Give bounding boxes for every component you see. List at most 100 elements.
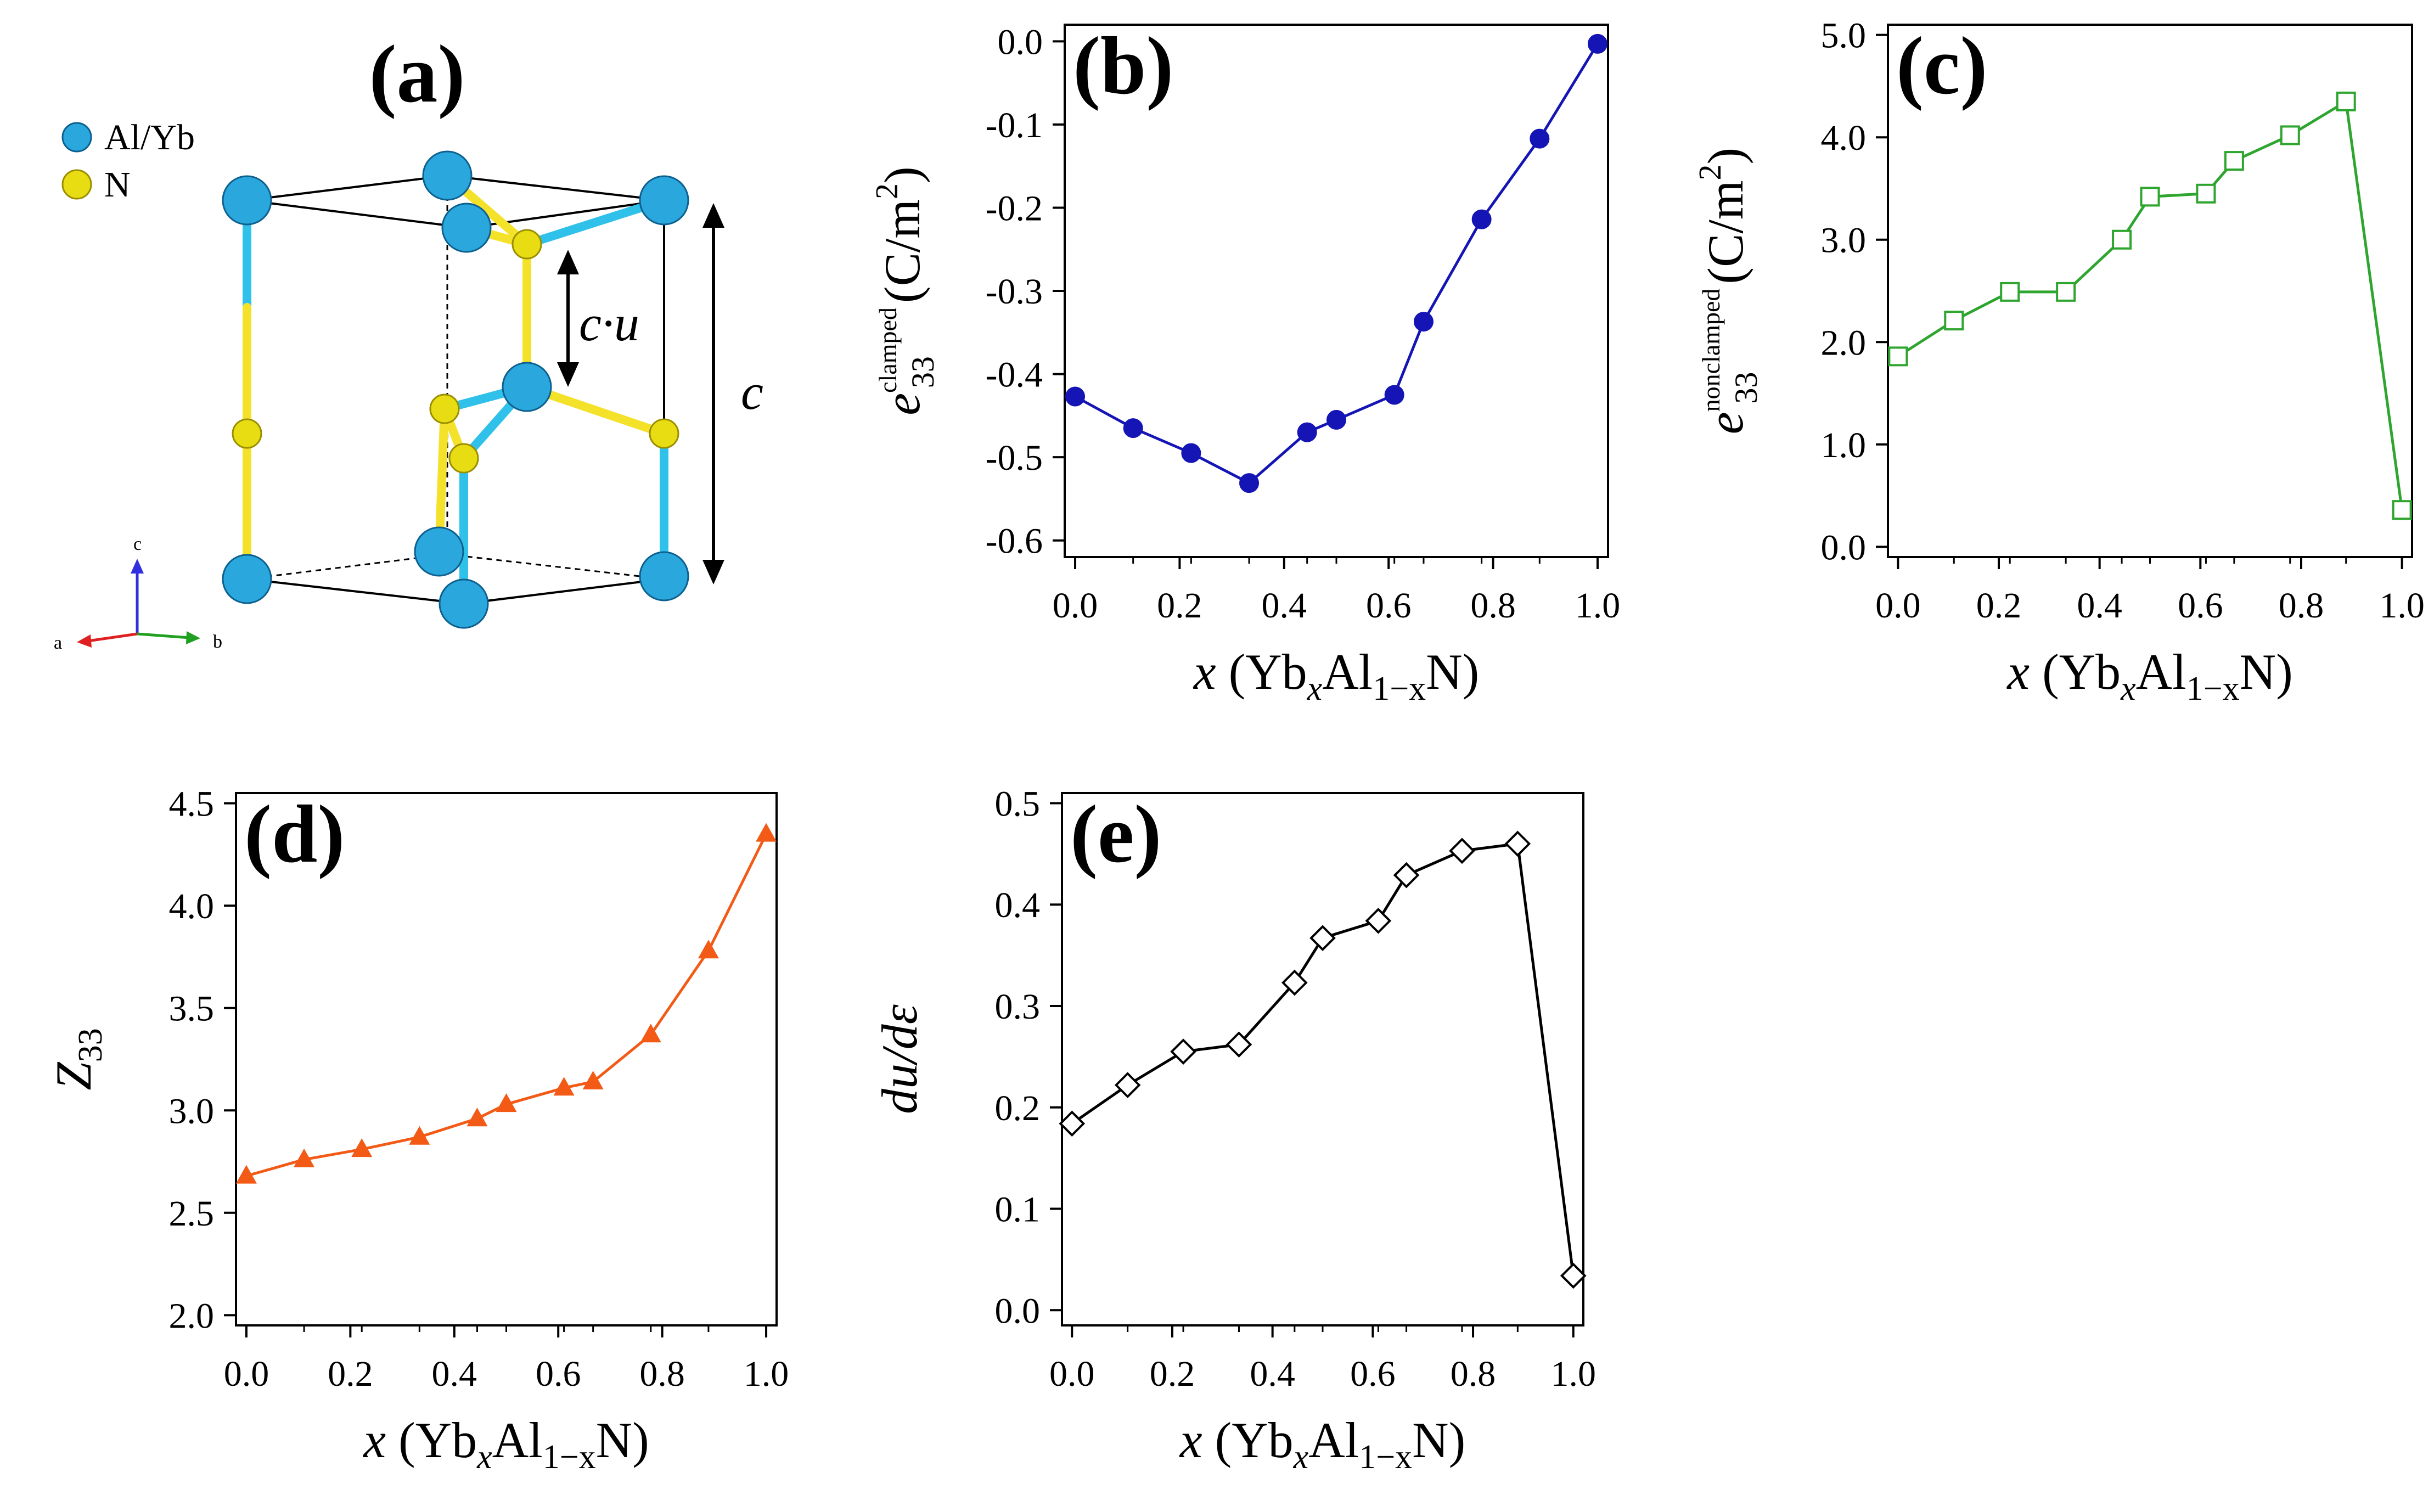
y-axis-title-base: Z	[46, 1062, 102, 1091]
y-axis-title-text: du/dε	[872, 1004, 927, 1114]
x-tick-label: 1.0	[744, 1354, 789, 1394]
y-axis-title-unit: (C/m	[1697, 180, 1753, 284]
x-tick-label: 0.6	[1366, 586, 1412, 626]
x-tick-label: 0.2	[328, 1354, 373, 1394]
x-tick-label: 1.0	[2379, 586, 2425, 626]
y-tick-label: 3.5	[169, 989, 215, 1029]
x-tick-label: 0.6	[1350, 1354, 1396, 1394]
y-axis-title: Z33	[46, 1028, 109, 1090]
panel-label-c: (c)	[1896, 20, 1987, 111]
x-tick-label: 0.4	[1262, 586, 1307, 626]
y-axis-title: enonclamped 33 (C/m2)	[1692, 148, 1764, 434]
series-line-e	[1071, 842, 1575, 1276]
y-axis-title-pow: 2	[1692, 164, 1728, 180]
y-tick-label: 0.0	[995, 1291, 1041, 1331]
data-point	[294, 1148, 315, 1167]
legend: Al/Yb N	[61, 117, 195, 205]
data-point	[640, 1024, 661, 1043]
data-point	[1471, 209, 1492, 229]
x-axis-title-mid: Al	[1308, 1412, 1359, 1468]
y-tick-label: 3.0	[1821, 221, 1867, 261]
data-point	[1393, 862, 1420, 889]
x-axis-title-sub1: x	[2120, 670, 2136, 707]
x-tick-label: 0.0	[1049, 1354, 1095, 1394]
y-axis-title-sub: 33	[905, 356, 941, 388]
x-axis-title-sub1: x	[1293, 1438, 1309, 1476]
x-axis-title-close: N)	[1426, 644, 1479, 700]
x-axis-title-close: N)	[2240, 644, 2293, 700]
data-point	[1297, 422, 1317, 442]
y-tick-label: 0.2	[995, 1088, 1041, 1128]
atom-n	[649, 418, 679, 449]
x-axis-title-sub1: x	[1307, 670, 1323, 707]
x-axis-title-open: (Yb	[2030, 644, 2121, 700]
y-tick-label: 3.0	[169, 1091, 215, 1131]
y-axis-title-sup: clamped	[874, 307, 902, 393]
x-tick-label: 0.2	[1157, 586, 1202, 626]
x-axis-title-mid: Al	[1322, 644, 1373, 700]
data-point	[1059, 1110, 1086, 1137]
data-point	[409, 1126, 430, 1145]
x-axis-title-open: (Yb	[1202, 1412, 1294, 1468]
y-tick-label: 5.0	[1821, 16, 1867, 56]
x-tick-label: 0.4	[432, 1354, 477, 1394]
x-tick-label: 0.4	[1250, 1354, 1295, 1394]
data-point	[1123, 418, 1143, 439]
y-tick-label: -0.6	[986, 521, 1043, 561]
y-tick-label: 2.5	[169, 1194, 215, 1234]
x-tick-label: 0.8	[1451, 1354, 1496, 1394]
y-axis-title-base: e	[874, 393, 930, 415]
y-axis-title-unit: (C/m	[874, 199, 930, 303]
x-tick-label: 0.0	[1053, 586, 1098, 626]
panel-e-chart: 0.0 0.2 0.4 0.6 0.8 1.0 0.0 0.1 0.2 0.3 0.4 0.5 (e) x…	[872, 784, 1596, 1476]
y-tick-label: 0.4	[995, 885, 1041, 925]
data-point	[1413, 312, 1434, 332]
atom-n	[429, 394, 460, 424]
y-tick-label: 4.0	[1821, 118, 1867, 158]
x-axis-title-var: x	[2006, 644, 2030, 700]
atom-n	[511, 229, 542, 260]
data-point	[2112, 229, 2132, 250]
data-point	[582, 1071, 604, 1090]
data-point	[2392, 500, 2412, 520]
data-point	[1281, 969, 1308, 996]
x-axis-title: x (YbxAl1−xN)	[362, 1412, 649, 1476]
x-axis-title-sub2: 1−x	[2186, 670, 2240, 707]
x-axis-title-mid: Al	[492, 1412, 543, 1468]
y-tick-label: 2.0	[169, 1296, 215, 1336]
data-point	[1226, 1031, 1252, 1058]
x-axis-title-sub1: x	[476, 1438, 492, 1476]
panel-c-chart: 0.0 0.2 0.4 0.6 0.8 1.0 0.0 1.0 2.0 3.0 4.0 5.0 (c) x…	[1692, 16, 2425, 707]
atom-alyb	[502, 362, 552, 412]
x-axis-title-sub2: 1−x	[1359, 1438, 1412, 1476]
y-axis-title-sub: 33	[72, 1028, 109, 1062]
data-point	[1944, 311, 1964, 331]
series-line-d	[246, 833, 768, 1178]
data-point	[351, 1138, 373, 1157]
data-point	[2336, 91, 2356, 111]
atom-alyb	[422, 150, 473, 201]
y-tick-label: 0.5	[995, 784, 1041, 824]
data-point	[1888, 346, 1908, 367]
y-tick-label: 4.0	[169, 886, 215, 926]
y-axis-title-sup: nonclamped	[1697, 289, 1725, 412]
y-tick-label: 0.1	[995, 1190, 1041, 1230]
x-tick-label: 0.6	[2178, 586, 2223, 626]
y-tick-label: 1.0	[1821, 425, 1867, 465]
data-point	[1114, 1072, 1141, 1098]
x-tick-label: 0.2	[1150, 1354, 1195, 1394]
x-axis-title-sub2: 1−x	[1373, 670, 1426, 707]
y-tick-label: -0.3	[986, 272, 1043, 312]
y-axis-title-sub: 33	[1728, 372, 1764, 404]
data-point	[1365, 907, 1392, 934]
data-point	[553, 1077, 575, 1096]
data-point	[2000, 282, 2020, 302]
atom-alyb	[222, 554, 272, 604]
x-axis-title-var: x	[1193, 644, 1216, 700]
panel-d-chart: 0.0 0.2 0.4 0.6 0.8 1.0 2.0 2.5 3.0 3.5 4.0 4.5 (d) x…	[46, 784, 789, 1476]
data-point	[756, 823, 777, 842]
panel-a-crystal-structure: (a) Al/Yb N	[54, 29, 763, 653]
panel-label-e: (e)	[1070, 789, 1161, 880]
data-point	[1504, 830, 1531, 857]
y-tick-label: -0.2	[986, 188, 1043, 228]
